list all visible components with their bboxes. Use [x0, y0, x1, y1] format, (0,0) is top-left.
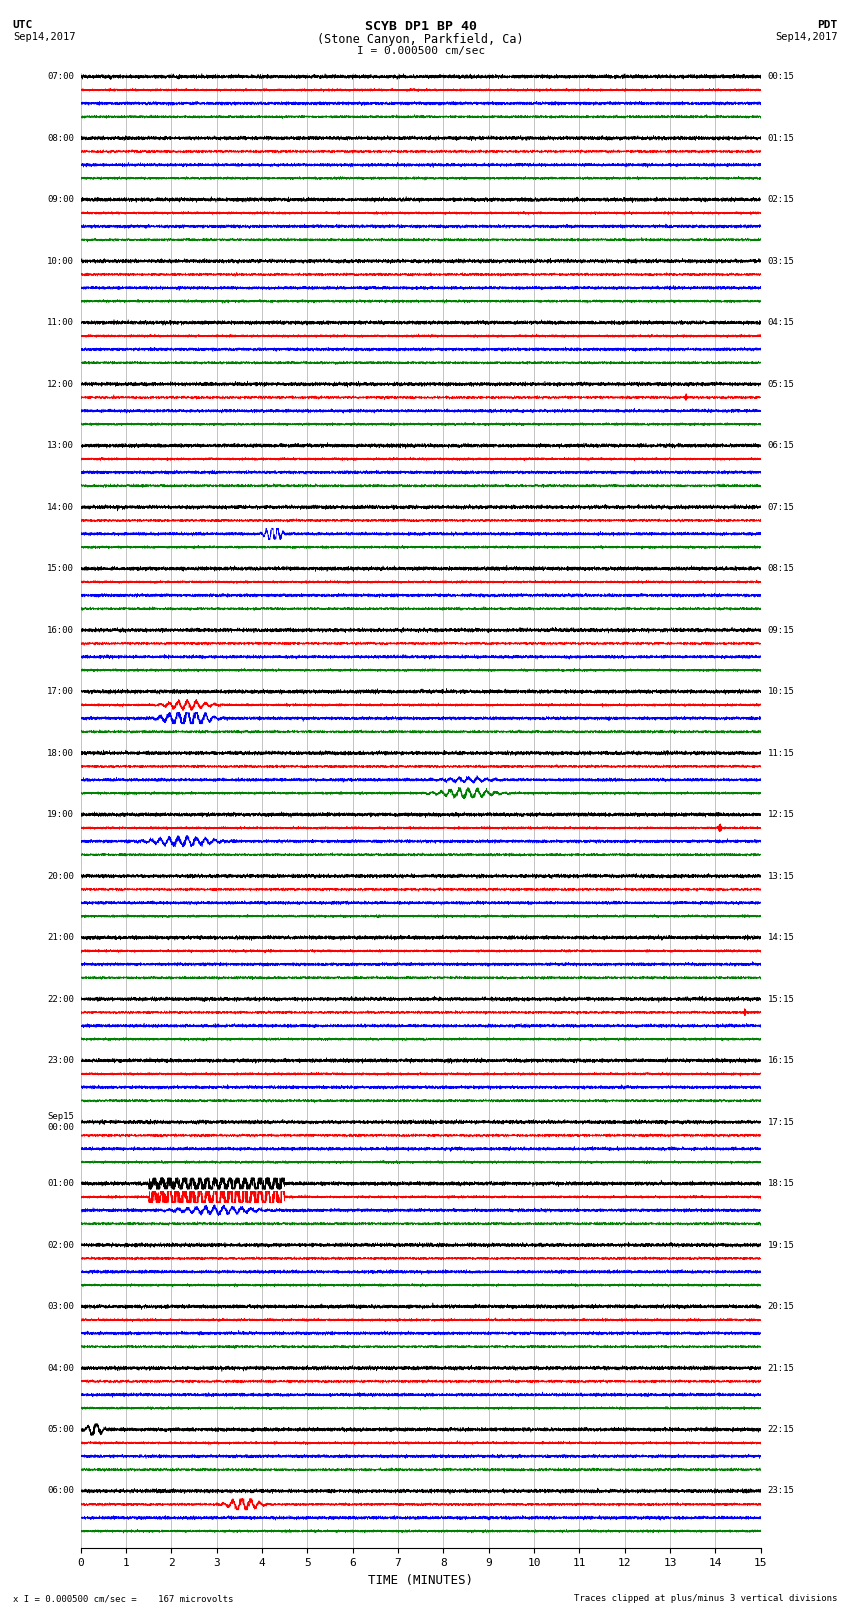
Text: 22:15: 22:15 [768, 1424, 795, 1434]
Text: 23:00: 23:00 [47, 1057, 74, 1065]
Text: SCYB DP1 BP 40: SCYB DP1 BP 40 [365, 19, 477, 34]
Text: 05:00: 05:00 [47, 1424, 74, 1434]
X-axis label: TIME (MINUTES): TIME (MINUTES) [368, 1574, 473, 1587]
Text: 20:00: 20:00 [47, 871, 74, 881]
Text: 00:15: 00:15 [768, 73, 795, 81]
Text: 21:00: 21:00 [47, 932, 74, 942]
Text: I = 0.000500 cm/sec: I = 0.000500 cm/sec [357, 45, 484, 56]
Text: 13:00: 13:00 [47, 440, 74, 450]
Text: 11:00: 11:00 [47, 318, 74, 327]
Text: 06:15: 06:15 [768, 440, 795, 450]
Text: 20:15: 20:15 [768, 1302, 795, 1311]
Text: Sep15
00:00: Sep15 00:00 [47, 1113, 74, 1132]
Text: 10:00: 10:00 [47, 256, 74, 266]
Text: 12:15: 12:15 [768, 810, 795, 819]
Text: 10:15: 10:15 [768, 687, 795, 697]
Text: Sep14,2017: Sep14,2017 [774, 32, 837, 42]
Text: 22:00: 22:00 [47, 995, 74, 1003]
Text: 21:15: 21:15 [768, 1363, 795, 1373]
Text: 02:15: 02:15 [768, 195, 795, 205]
Text: 08:15: 08:15 [768, 565, 795, 573]
Text: 14:15: 14:15 [768, 932, 795, 942]
Text: 17:00: 17:00 [47, 687, 74, 697]
Text: 04:15: 04:15 [768, 318, 795, 327]
Text: 16:15: 16:15 [768, 1057, 795, 1065]
Text: 18:00: 18:00 [47, 748, 74, 758]
Text: 06:00: 06:00 [47, 1487, 74, 1495]
Text: 03:15: 03:15 [768, 256, 795, 266]
Text: 14:00: 14:00 [47, 503, 74, 511]
Text: Traces clipped at plus/minus 3 vertical divisions: Traces clipped at plus/minus 3 vertical … [574, 1594, 837, 1603]
Text: 04:00: 04:00 [47, 1363, 74, 1373]
Text: 09:00: 09:00 [47, 195, 74, 205]
Text: (Stone Canyon, Parkfield, Ca): (Stone Canyon, Parkfield, Ca) [317, 32, 524, 47]
Text: 07:15: 07:15 [768, 503, 795, 511]
Text: 12:00: 12:00 [47, 379, 74, 389]
Text: 15:15: 15:15 [768, 995, 795, 1003]
Text: 15:00: 15:00 [47, 565, 74, 573]
Text: PDT: PDT [817, 19, 837, 31]
Text: 01:00: 01:00 [47, 1179, 74, 1189]
Text: 08:00: 08:00 [47, 134, 74, 142]
Text: 13:15: 13:15 [768, 871, 795, 881]
Text: 19:00: 19:00 [47, 810, 74, 819]
Text: UTC: UTC [13, 19, 33, 31]
Text: 11:15: 11:15 [768, 748, 795, 758]
Text: 09:15: 09:15 [768, 626, 795, 634]
Text: x I = 0.000500 cm/sec =    167 microvolts: x I = 0.000500 cm/sec = 167 microvolts [13, 1594, 233, 1603]
Text: 17:15: 17:15 [768, 1118, 795, 1126]
Text: 02:00: 02:00 [47, 1240, 74, 1250]
Text: 07:00: 07:00 [47, 73, 74, 81]
Text: Sep14,2017: Sep14,2017 [13, 32, 76, 42]
Text: 03:00: 03:00 [47, 1302, 74, 1311]
Text: 01:15: 01:15 [768, 134, 795, 142]
Text: 19:15: 19:15 [768, 1240, 795, 1250]
Text: 05:15: 05:15 [768, 379, 795, 389]
Text: 18:15: 18:15 [768, 1179, 795, 1189]
Text: 23:15: 23:15 [768, 1487, 795, 1495]
Text: 16:00: 16:00 [47, 626, 74, 634]
